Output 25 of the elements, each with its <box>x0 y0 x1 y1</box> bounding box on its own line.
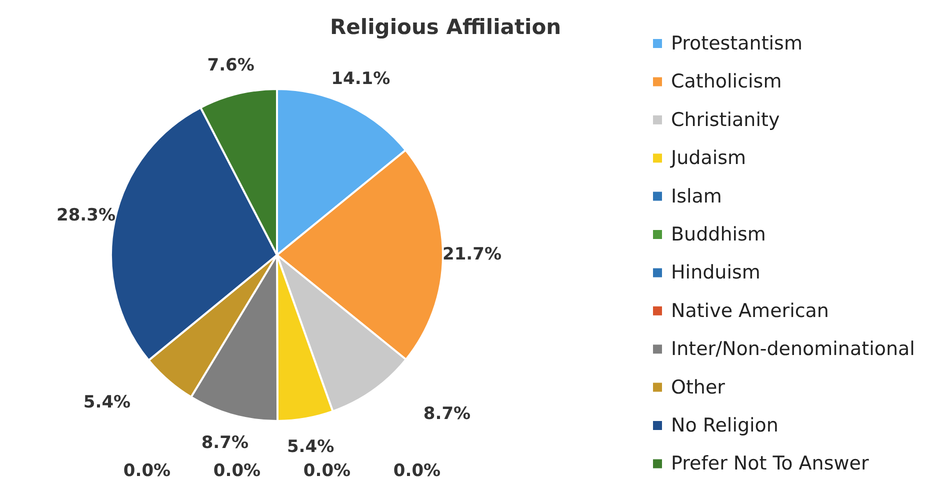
text: 0.0% <box>393 461 441 481</box>
legend-label: Protestantism <box>671 32 802 54</box>
chart-title: Religious Affiliation <box>330 15 562 39</box>
text: 0.0% <box>213 461 261 481</box>
legend-label: Judaism <box>670 147 746 170</box>
data-label: 7.6% <box>207 56 254 76</box>
legend-label: Buddhism <box>671 224 766 246</box>
legend-label: Other <box>671 376 726 398</box>
legend-label: Hinduism <box>671 262 760 284</box>
text: 0.0% <box>123 461 171 481</box>
text: 0.0% <box>303 461 351 481</box>
legend-label: Native American <box>671 300 829 322</box>
data-label: 14.1% <box>331 68 390 89</box>
legend-label: Christianity <box>671 108 780 131</box>
legend-label: Inter/Non-denominational <box>671 338 915 360</box>
data-label: 8.7% <box>201 432 248 453</box>
data-label: 8.7% <box>423 404 471 424</box>
legend-label: Catholicism <box>671 70 782 93</box>
data-label: 5.4% <box>286 437 334 458</box>
data-label: 5.4% <box>83 392 131 412</box>
legend-label: Islam <box>671 185 722 208</box>
legend-label: Prefer Not To Answer <box>671 452 869 475</box>
data-label: 21.7% <box>442 244 502 265</box>
legend-label: No Religion <box>671 414 778 436</box>
data-label: 28.3% <box>56 206 116 226</box>
